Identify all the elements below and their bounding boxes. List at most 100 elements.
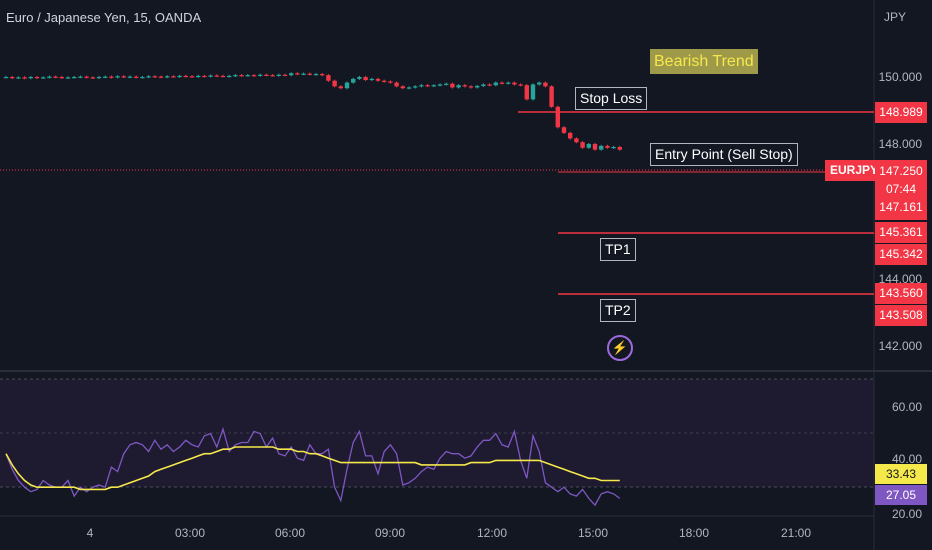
tp1-label[interactable]: TP1 — [600, 238, 636, 261]
candle-body — [264, 74, 269, 76]
candle-body — [171, 76, 176, 78]
candle-body — [450, 83, 455, 88]
candle-body — [456, 85, 461, 88]
rsi-tick-40: 40.00 — [891, 452, 922, 466]
candle-body — [580, 142, 585, 148]
candle-body — [437, 84, 443, 86]
bar-countdown: 07:44 — [885, 182, 917, 196]
candle-body — [592, 144, 598, 150]
candle-body — [344, 82, 350, 89]
candle-body — [543, 82, 548, 87]
candle-body — [34, 77, 40, 79]
candle-body — [406, 87, 412, 89]
candle-body — [468, 86, 474, 88]
rsi-band-background — [0, 379, 874, 487]
candle-body — [375, 78, 381, 81]
candle-body — [605, 145, 610, 148]
candle-body — [326, 75, 331, 81]
candle-body — [233, 75, 238, 77]
candle-body — [413, 86, 418, 88]
candle-body — [599, 145, 604, 150]
candle-body — [388, 81, 393, 83]
candle-body — [481, 84, 486, 86]
candle-body — [561, 127, 567, 133]
candle-body — [351, 78, 356, 83]
candle-body — [84, 76, 89, 78]
candle-body — [239, 75, 244, 77]
candle-body — [549, 86, 554, 107]
candle-body — [493, 82, 498, 86]
candle-body — [189, 76, 195, 78]
stop-loss-price-badge: 148.989 — [875, 102, 927, 123]
time-tick-0900: 09:00 — [374, 526, 406, 540]
symbol-badge: EURJPY — [825, 160, 884, 181]
candle-body — [586, 144, 591, 148]
candle-body — [10, 77, 15, 79]
candle-body — [289, 73, 294, 76]
price-tick-142: 142.000 — [878, 339, 922, 353]
candle-body — [158, 76, 164, 78]
candle-body — [183, 75, 188, 78]
time-tick-1200: 12:00 — [476, 526, 508, 540]
stop-loss-label[interactable]: Stop Loss — [575, 87, 648, 110]
candle-body — [270, 75, 275, 77]
candle-body — [208, 75, 213, 77]
time-tick-4: 4 — [86, 526, 94, 540]
candle-body — [127, 76, 133, 78]
candle-body — [574, 138, 579, 143]
candle-body — [512, 82, 517, 85]
candle-body — [47, 76, 52, 78]
candle-body — [524, 85, 529, 100]
candle-body — [506, 82, 511, 84]
tp1-price-badge-a: 145.361 — [875, 222, 927, 243]
candle-body — [425, 85, 430, 87]
currency-label: JPY — [883, 10, 906, 24]
candle-body — [320, 74, 325, 76]
candle-body — [363, 77, 368, 80]
candle-body — [499, 82, 505, 84]
bearish-trend-label[interactable]: Bearish Trend — [650, 49, 758, 74]
candle-body — [568, 132, 573, 139]
entry-price-value: 147.161 — [879, 200, 923, 214]
candle-body — [444, 83, 449, 85]
candle-body — [78, 76, 83, 78]
candle-body — [103, 76, 108, 78]
candle-body — [307, 73, 312, 75]
time-tick-0600: 06:00 — [274, 526, 306, 540]
candle-body — [196, 75, 201, 78]
candle-body — [338, 86, 343, 89]
candle-body — [28, 77, 33, 79]
candle-body — [227, 75, 232, 78]
candle-body — [214, 75, 219, 77]
candle-body — [59, 77, 64, 79]
candle-body — [177, 75, 182, 78]
tp2-price-badge-a: 143.560 — [875, 283, 927, 304]
time-tick-1500: 15:00 — [577, 526, 609, 540]
time-tick-2100: 21:00 — [780, 526, 812, 540]
candle-body — [134, 76, 139, 78]
rsi-line — [5, 426, 621, 507]
candle-body — [96, 77, 102, 79]
candle-body — [140, 77, 145, 79]
candle-body — [53, 76, 58, 78]
tp2-price-badge-b: 143.508 — [875, 305, 927, 326]
candle-body — [245, 75, 250, 77]
symbol-title[interactable]: Euro / Japanese Yen, 15, OANDA — [6, 10, 202, 25]
candle-body — [109, 76, 114, 78]
candle-body — [518, 84, 523, 86]
candle-body — [313, 74, 319, 76]
tp2-label[interactable]: TP2 — [600, 299, 636, 322]
candle-body — [382, 80, 387, 82]
price-tick-148: 148.000 — [878, 137, 922, 151]
candle-body — [332, 80, 337, 87]
candlestick-series — [3, 72, 622, 151]
candle-body — [537, 82, 542, 85]
candle-body — [617, 147, 622, 150]
entry-point-label[interactable]: Entry Point (Sell Stop) — [650, 143, 798, 166]
lightning-icon[interactable]: ⚡ — [607, 335, 633, 361]
candle-body — [152, 76, 157, 78]
candle-body — [115, 76, 120, 78]
rsi-tick-20: 20.00 — [891, 507, 922, 521]
rsi-ma-line — [5, 446, 620, 491]
